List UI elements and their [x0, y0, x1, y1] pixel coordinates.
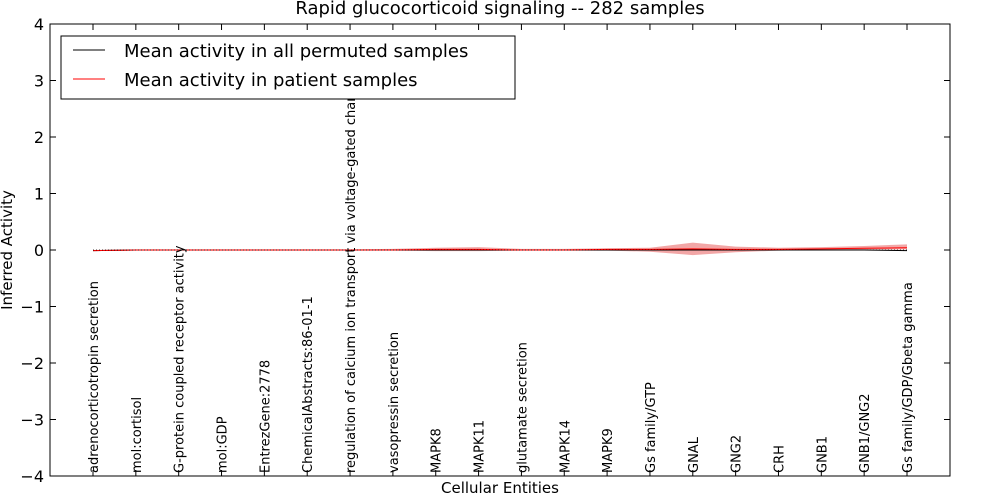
y-axis-label: Inferred Activity [0, 190, 16, 310]
legend-box [60, 35, 516, 100]
x-tick-label: glutamate secretion [515, 342, 530, 473]
y-tick-label: 3 [34, 72, 44, 91]
x-tick-label: GNB1/GNG2 [858, 393, 873, 473]
y-tick-label: −3 [20, 411, 44, 430]
x-axis-label: Cellular Entities [441, 479, 559, 497]
x-tick-label: vasopressin secretion [387, 332, 402, 473]
x-tick-label: Gs family/GTP [644, 382, 659, 473]
x-axis: adrenocorticotropin secretion mol:cortiso… [87, 24, 916, 476]
y-tick-label: 0 [34, 241, 44, 260]
y-tick-label: 1 [34, 185, 44, 204]
legend-label-permuted: Mean activity in all permuted samples [124, 41, 468, 62]
chart-title: Rapid glucocorticoid signaling -- 282 sa… [295, 0, 704, 19]
x-tick-label: GNG2 [730, 435, 745, 473]
x-tick-label: GNAL [687, 436, 702, 473]
y-tick-label: −4 [20, 467, 44, 486]
x-tick-label: adrenocorticotropin secretion [87, 281, 102, 473]
x-tick-label: mol:GDP [216, 416, 231, 473]
x-tick-label: MAPK9 [601, 428, 616, 473]
patient-activity-band [93, 242, 907, 256]
y-tick-label: 2 [34, 128, 44, 147]
x-tick-label: Gs family/GDP/Gbeta gamma [901, 282, 916, 473]
x-tick-label: ChemicalAbstracts:86-01-1 [301, 296, 316, 473]
legend: Mean activity in all permuted samples Me… [60, 35, 516, 100]
y-tick-label: −1 [20, 298, 44, 317]
x-tick-label: MAPK14 [558, 420, 573, 473]
x-tick-label: MAPK8 [430, 428, 445, 473]
x-tick-label: CRH [772, 445, 787, 473]
plot-area [92, 242, 908, 256]
x-tick-label: GNB1 [815, 436, 830, 473]
y-axis: 4 3 2 1 0 −1 −2 −3 −4 [20, 15, 950, 486]
x-tick-label: regulation of calcium ion transport via … [344, 74, 359, 473]
x-tick-label: EntrezGene:2778 [258, 360, 273, 473]
y-tick-label: 4 [34, 15, 44, 34]
y-tick-label: −2 [20, 354, 44, 373]
x-tick-label: mol:cortisol [130, 397, 145, 473]
legend-label-patient: Mean activity in patient samples [124, 70, 418, 91]
x-tick-label: MAPK11 [473, 420, 488, 473]
x-tick-label: G-protein coupled receptor activity [173, 245, 188, 473]
